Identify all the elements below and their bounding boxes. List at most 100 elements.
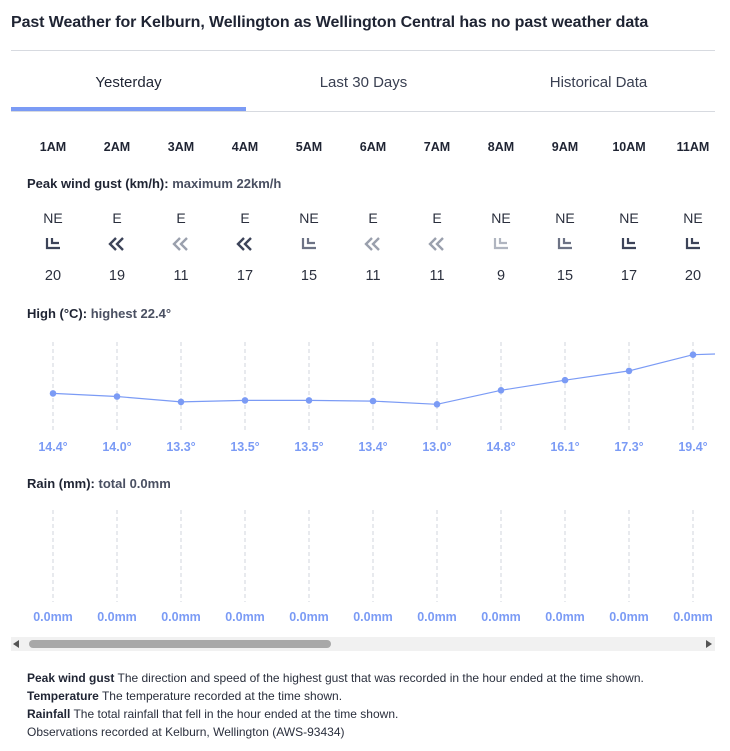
footnotes: Peak wind gust The direction and speed o… bbox=[27, 669, 644, 741]
e-arrow-icon bbox=[407, 234, 467, 254]
wind-direction: E bbox=[432, 210, 442, 226]
temperature-section-label: High (°C): highest 22.4° bbox=[27, 306, 171, 321]
wind-direction: NE bbox=[555, 210, 575, 226]
tab-bar: Yesterday Last 30 Days Historical Data bbox=[11, 58, 715, 113]
temperature-label: High (°C): bbox=[27, 306, 88, 321]
wind-speed: 20 bbox=[44, 268, 62, 284]
temperature-summary: highest 22.4° bbox=[90, 306, 172, 321]
rain-label: Rain (mm): bbox=[27, 476, 95, 491]
hour-label: 1AM bbox=[39, 140, 67, 154]
temperature-point bbox=[561, 376, 569, 384]
wind-summary: maximum 22km/h bbox=[172, 176, 282, 191]
temperature-value-label: 16.1° bbox=[550, 440, 580, 454]
wind-speed: 9 bbox=[496, 268, 506, 284]
wind-section-label: Peak wind gust (km/h): maximum 22km/h bbox=[27, 176, 281, 191]
ne-arrow-icon bbox=[471, 234, 531, 254]
temperature-point bbox=[625, 367, 633, 375]
wind-speed: 15 bbox=[300, 268, 318, 284]
wind-speed: 11 bbox=[365, 268, 381, 284]
temperature-value-label: 17.3° bbox=[614, 440, 644, 454]
wind-speed: 17 bbox=[620, 268, 638, 284]
scroll-right-icon[interactable] bbox=[706, 640, 712, 648]
rain-value-label: 0.0mm bbox=[353, 610, 393, 624]
temperature-value-label: 14.0° bbox=[102, 440, 132, 454]
temperature-value-label: 19.4° bbox=[678, 440, 708, 454]
hourly-scroll-area[interactable]: 1AM 2AM 3AM 4AM 5AM 6AM 7AM 8AM 9AM 10AM 11AM Peak… bbox=[11, 112, 715, 632]
title-divider bbox=[11, 50, 715, 51]
temperature-value-label: 13.0° bbox=[422, 440, 452, 454]
hour-label: 8AM bbox=[487, 140, 515, 154]
note-gust: Peak wind gust The direction and speed o… bbox=[27, 671, 644, 685]
e-arrow-icon bbox=[215, 234, 275, 254]
hours-row: 1AM 2AM 3AM 4AM 5AM 6AM 7AM 8AM 9AM 10AM 11AM bbox=[11, 140, 715, 156]
rain-section-label: Rain (mm): total 0.0mm bbox=[27, 476, 171, 491]
hour-label: 6AM bbox=[359, 140, 387, 154]
temperature-value-label: 14.4° bbox=[38, 440, 68, 454]
rain-value-label: 0.0mm bbox=[289, 610, 329, 624]
hour-label: 4AM bbox=[231, 140, 259, 154]
wind-direction: NE bbox=[43, 210, 63, 226]
temperature-value-label: 13.4° bbox=[358, 440, 388, 454]
rain-value-label: 0.0mm bbox=[97, 610, 137, 624]
hour-label: 11AM bbox=[676, 140, 710, 154]
tab-yesterday[interactable]: Yesterday bbox=[95, 74, 162, 91]
hour-label: 2AM bbox=[103, 140, 131, 154]
wind-direction: E bbox=[176, 210, 186, 226]
e-arrow-icon bbox=[87, 234, 147, 254]
temperature-point bbox=[433, 401, 441, 408]
temperature-point bbox=[241, 397, 249, 404]
wind-direction: NE bbox=[619, 210, 639, 226]
tabs-divider bbox=[11, 111, 715, 112]
wind-speed: 19 bbox=[108, 268, 126, 284]
rain-value-label: 0.0mm bbox=[417, 610, 457, 624]
temperature-point bbox=[305, 397, 313, 404]
hour-label: 7AM bbox=[423, 140, 451, 154]
ne-arrow-icon bbox=[535, 234, 595, 254]
scrollbar-thumb[interactable] bbox=[29, 640, 331, 648]
rain-value-label: 0.0mm bbox=[225, 610, 265, 624]
rain-value-label: 0.0mm bbox=[161, 610, 201, 624]
rain-value-label: 0.0mm bbox=[673, 610, 713, 624]
active-tab-indicator bbox=[11, 107, 246, 112]
horizontal-scrollbar[interactable] bbox=[11, 637, 715, 651]
hour-label: 9AM bbox=[551, 140, 579, 154]
note-rainfall: Rainfall The total rainfall that fell in… bbox=[27, 707, 399, 721]
rain-value-label: 0.0mm bbox=[33, 610, 73, 624]
wind-speed: 17 bbox=[236, 268, 254, 284]
e-arrow-icon bbox=[343, 234, 403, 254]
wind-label: Peak wind gust (km/h): bbox=[27, 176, 169, 191]
hour-label: 10AM bbox=[612, 140, 646, 154]
temperature-value-label: 13.5° bbox=[294, 440, 324, 454]
temperature-value-label: 14.8° bbox=[486, 440, 516, 454]
page-title: Past Weather for Kelburn, Wellington as … bbox=[11, 14, 649, 31]
temperature-point bbox=[177, 398, 185, 406]
temperature-value-label: 13.3° bbox=[166, 440, 196, 454]
temperature-point bbox=[113, 393, 121, 400]
note-temperature: Temperature The temperature recorded at … bbox=[27, 689, 343, 703]
wind-speed: 11 bbox=[173, 268, 189, 284]
rain-value-label: 0.0mm bbox=[545, 610, 585, 624]
wind-speed: 11 bbox=[429, 268, 445, 284]
ne-arrow-icon bbox=[279, 234, 339, 254]
rain-value-label: 0.0mm bbox=[609, 610, 649, 624]
e-arrow-icon bbox=[151, 234, 211, 254]
temperature-point bbox=[689, 351, 697, 358]
ne-arrow-icon bbox=[599, 234, 659, 254]
wind-direction: NE bbox=[491, 210, 511, 226]
temperature-point bbox=[369, 397, 377, 405]
temperature-point bbox=[497, 387, 505, 394]
temperature-value-label: 13.5° bbox=[230, 440, 260, 454]
wind-speed: 20 bbox=[684, 268, 702, 284]
temperature-line bbox=[52, 353, 715, 405]
hour-label: 5AM bbox=[295, 140, 323, 154]
tab-historical-data[interactable]: Historical Data bbox=[549, 74, 648, 91]
tab-last-30-days[interactable]: Last 30 Days bbox=[319, 74, 408, 91]
note-observations: Observations recorded at Kelburn, Wellin… bbox=[27, 725, 345, 739]
wind-direction: E bbox=[112, 210, 122, 226]
wind-direction: E bbox=[240, 210, 250, 226]
wind-speed: 15 bbox=[556, 268, 574, 284]
scroll-left-icon[interactable] bbox=[13, 640, 19, 648]
wind-direction: NE bbox=[299, 210, 319, 226]
rain-summary: total 0.0mm bbox=[98, 476, 171, 491]
wind-direction: NE bbox=[683, 210, 703, 226]
